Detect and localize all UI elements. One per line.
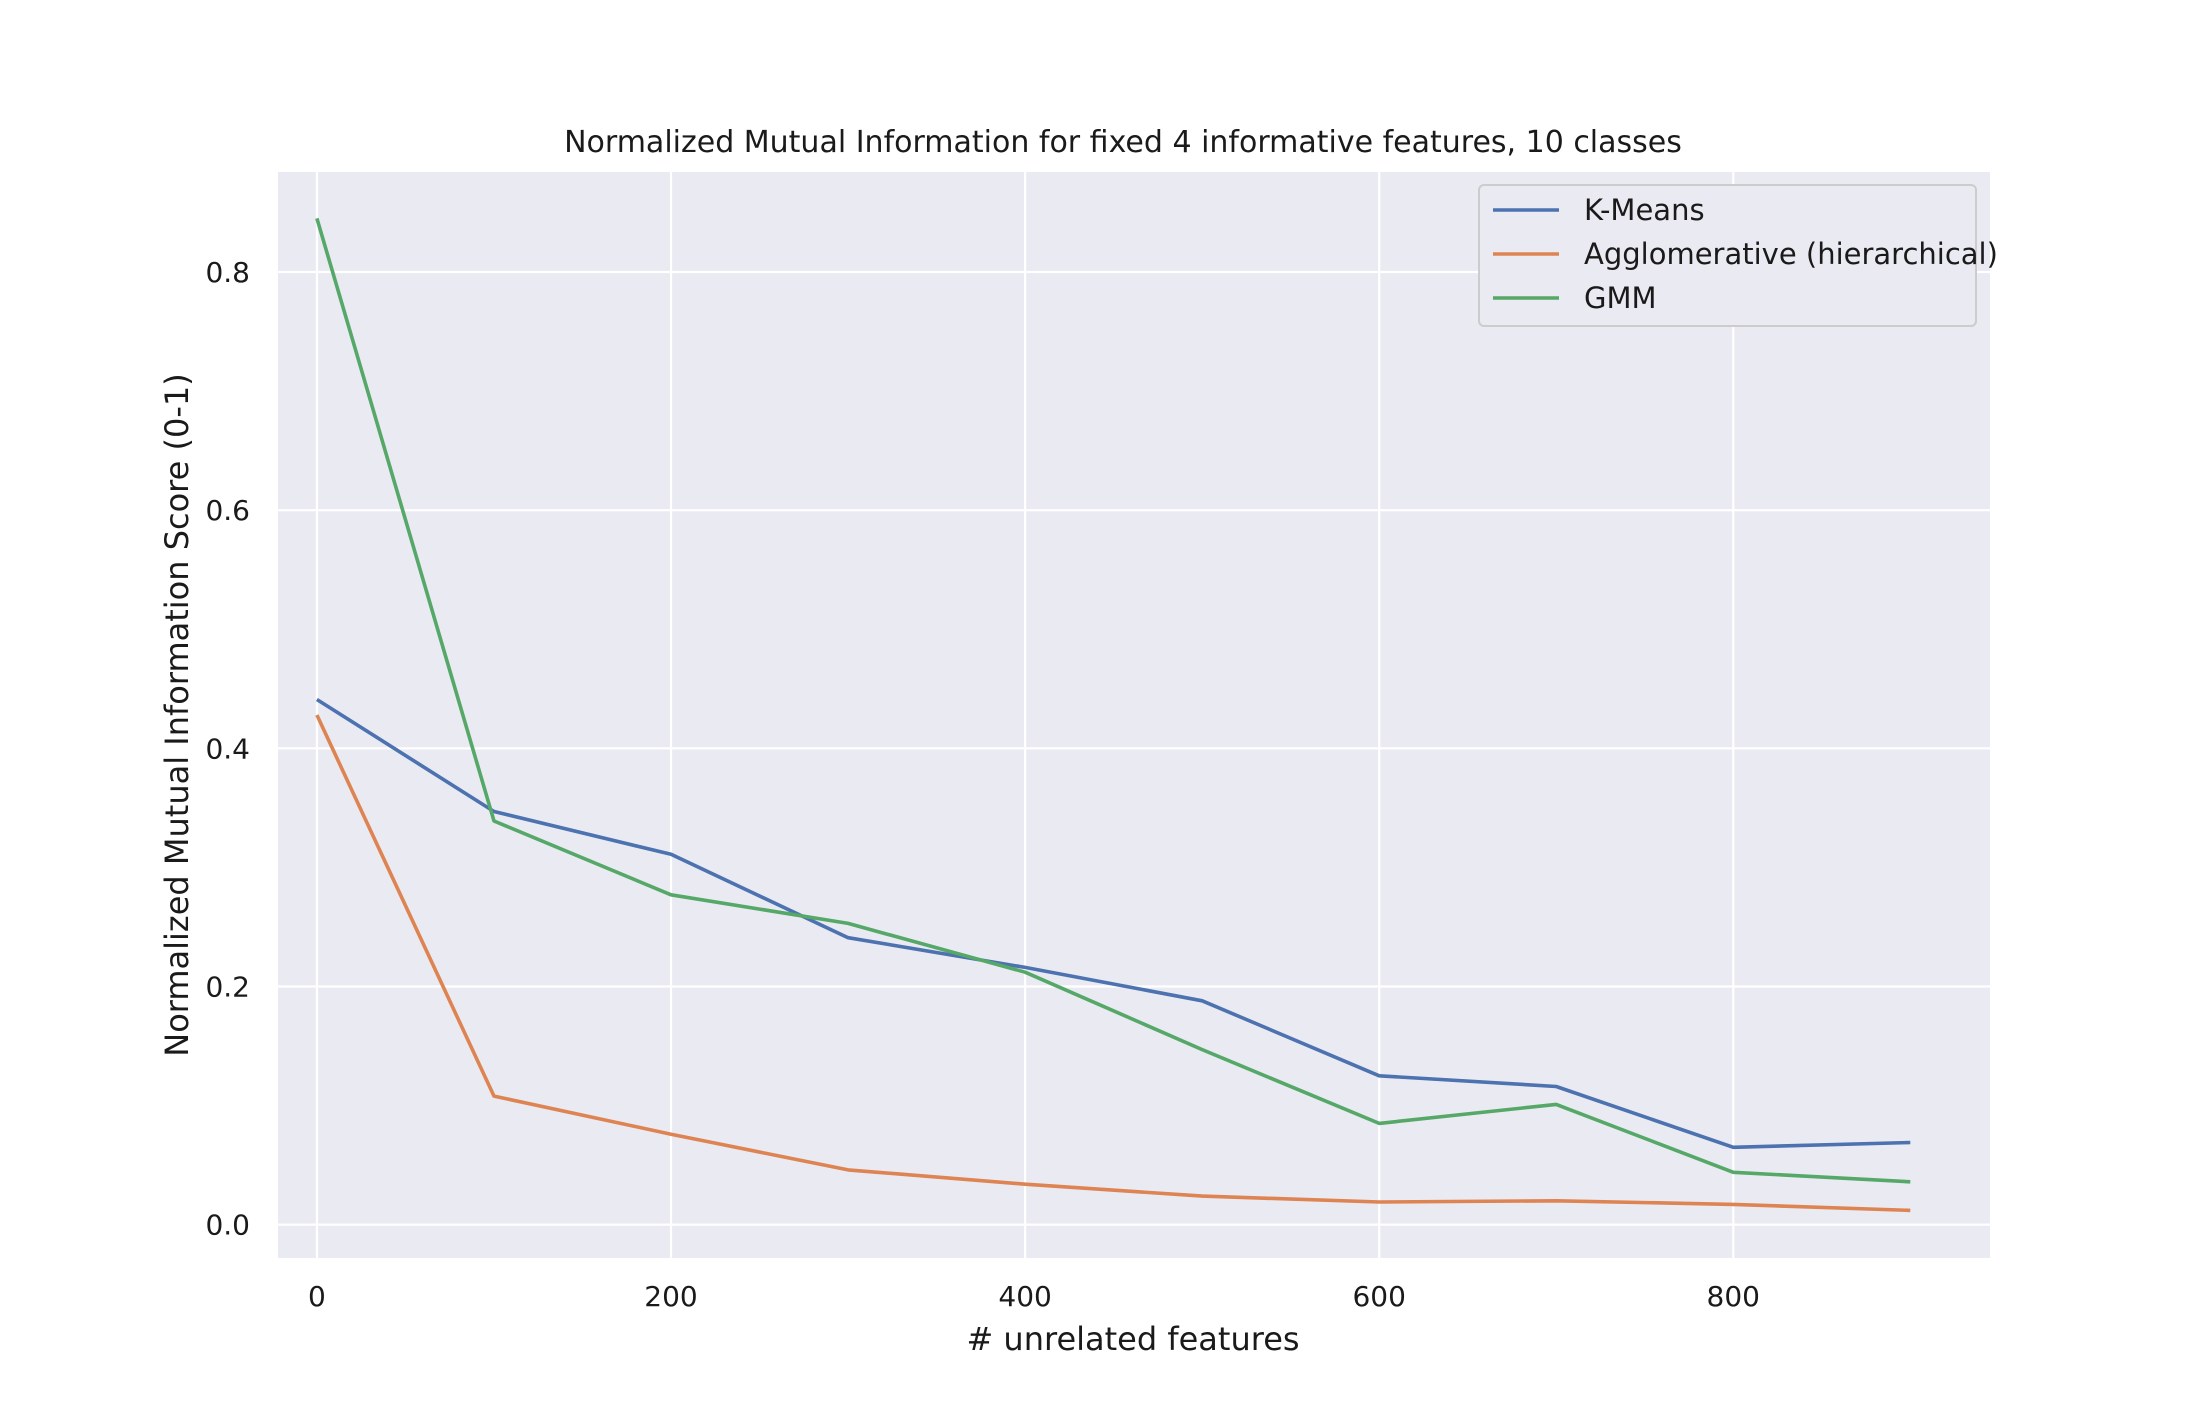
legend-label: GMM [1584, 281, 1657, 315]
x-tick-label: 400 [998, 1280, 1051, 1313]
x-tick-label: 0 [308, 1280, 326, 1313]
x-tick-label: 600 [1352, 1280, 1405, 1313]
legend-label: Agglomerative (hierarchical) [1584, 237, 1998, 271]
legend-label: K-Means [1584, 193, 1705, 227]
y-tick-label: 0.4 [205, 732, 250, 765]
x-tick-label: 800 [1707, 1280, 1760, 1313]
series-line [315, 697, 1911, 1150]
y-tick-label: 0.8 [205, 256, 250, 289]
series-line [315, 714, 1911, 1213]
y-tick-label: 0.0 [205, 1209, 250, 1242]
legend-box [1478, 184, 1977, 327]
legend: K-Means Agglomerative (hierarchical) GMM [1478, 184, 1998, 327]
plot-area [278, 172, 1990, 1258]
y-tick-label: 0.6 [205, 494, 250, 527]
series-lines [315, 217, 1911, 1213]
y-axis-label: Normalized Mutual Information Score (0-1… [158, 373, 196, 1056]
x-axis-label: # unrelated features [966, 1320, 1299, 1358]
series-line [315, 217, 1911, 1184]
chart-title: Normalized Mutual Information for fixed … [564, 125, 1682, 160]
y-tick-label: 0.2 [205, 971, 250, 1004]
y-tick-labels: 0.0 0.2 0.4 0.6 0.8 [205, 256, 250, 1242]
x-tick-labels: 0 200 400 600 800 [308, 1280, 1760, 1313]
x-tick-label: 200 [644, 1280, 697, 1313]
